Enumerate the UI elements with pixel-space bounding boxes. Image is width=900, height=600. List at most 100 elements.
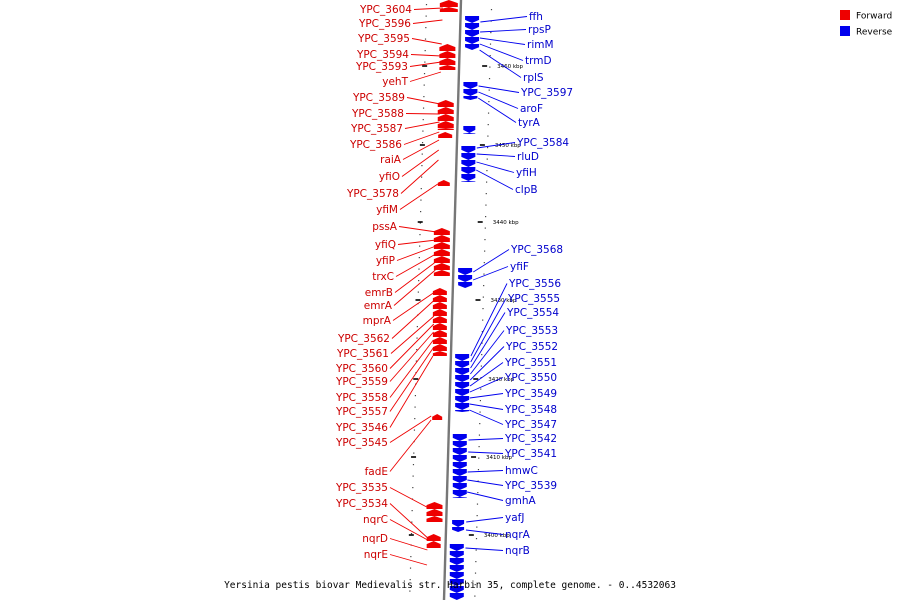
reverse-gene-glyph[interactable] <box>465 23 480 30</box>
forward-gene-glyph[interactable] <box>433 228 450 235</box>
forward-gene-label[interactable]: trxC <box>372 271 394 283</box>
forward-gene-label[interactable]: YPC_3557 <box>335 406 388 418</box>
forward-gene-glyph[interactable] <box>432 414 443 420</box>
reverse-gene-glyph[interactable] <box>452 441 467 448</box>
reverse-gene-glyph[interactable] <box>452 469 467 476</box>
forward-gene-glyph[interactable] <box>433 256 450 263</box>
reverse-gene-label[interactable]: nqrA <box>505 529 531 541</box>
reverse-gene-glyph[interactable] <box>455 368 470 375</box>
forward-gene-label[interactable]: yfiM <box>376 204 398 216</box>
reverse-gene-glyph[interactable] <box>463 96 478 100</box>
forward-gene-label[interactable]: YPC_3588 <box>351 108 404 120</box>
reverse-gene-label[interactable]: yfiF <box>510 261 529 273</box>
reverse-gene-glyph[interactable] <box>461 181 476 182</box>
forward-gene-glyph[interactable] <box>426 509 443 516</box>
reverse-gene-glyph[interactable] <box>452 497 467 498</box>
forward-gene-label[interactable]: YPC_3534 <box>335 498 388 510</box>
reverse-gene-glyph[interactable] <box>465 44 480 50</box>
reverse-gene-glyph[interactable] <box>452 483 467 490</box>
forward-gene-label[interactable]: YPC_3586 <box>349 139 402 151</box>
reverse-gene-label[interactable]: YPC_3553 <box>505 325 558 337</box>
reverse-gene-glyph[interactable] <box>452 455 467 462</box>
forward-gene-glyph[interactable] <box>432 288 447 295</box>
forward-gene-label[interactable]: yfiQ <box>375 239 396 251</box>
reverse-gene-label[interactable]: YPC_3597 <box>520 87 573 99</box>
reverse-gene-label[interactable]: trmD <box>525 55 552 67</box>
forward-gene-label[interactable]: YPC_3596 <box>358 18 411 30</box>
reverse-gene-glyph[interactable] <box>463 133 476 134</box>
reverse-gene-glyph[interactable] <box>455 361 470 368</box>
forward-gene-label[interactable]: yfiO <box>379 171 400 183</box>
reverse-gene-glyph[interactable] <box>461 174 476 181</box>
forward-gene-glyph[interactable] <box>437 100 454 107</box>
reverse-gene-label[interactable]: gmhA <box>505 495 537 507</box>
reverse-gene-glyph[interactable] <box>449 572 464 579</box>
forward-gene-glyph[interactable] <box>433 235 450 242</box>
reverse-gene-label[interactable]: YPC_3551 <box>504 357 557 369</box>
reverse-gene-label[interactable]: YPC_3584 <box>516 137 569 149</box>
forward-gene-label[interactable]: fadE <box>365 466 388 478</box>
reverse-gene-glyph[interactable] <box>455 389 470 396</box>
reverse-gene-label[interactable]: YPC_3555 <box>507 293 560 305</box>
reverse-gene-label[interactable]: ffh <box>529 11 543 23</box>
reverse-gene-glyph[interactable] <box>458 268 473 275</box>
reverse-gene-glyph[interactable] <box>455 396 470 403</box>
forward-gene-glyph[interactable] <box>432 309 447 316</box>
forward-gene-glyph[interactable] <box>426 541 441 548</box>
reverse-gene-glyph[interactable] <box>455 354 470 361</box>
forward-gene-glyph[interactable] <box>437 180 450 186</box>
reverse-gene-label[interactable]: rplS <box>523 72 544 84</box>
reverse-gene-label[interactable]: YPC_3550 <box>504 372 557 384</box>
forward-gene-label[interactable]: emrB <box>365 287 393 299</box>
forward-gene-label[interactable]: YPC_3559 <box>335 376 388 388</box>
reverse-gene-label[interactable]: YPC_3542 <box>504 433 557 445</box>
forward-gene-glyph[interactable] <box>439 51 456 58</box>
forward-gene-glyph[interactable] <box>426 516 443 522</box>
reverse-gene-label[interactable]: YPC_3549 <box>504 388 557 400</box>
reverse-gene-glyph[interactable] <box>449 593 464 600</box>
forward-gene-label[interactable]: YPC_3546 <box>335 422 388 434</box>
forward-gene-label[interactable]: mprA <box>363 315 392 327</box>
reverse-gene-glyph[interactable] <box>463 82 478 89</box>
reverse-gene-glyph[interactable] <box>449 579 464 586</box>
reverse-gene-glyph[interactable] <box>455 375 470 382</box>
forward-gene-glyph[interactable] <box>437 114 454 121</box>
forward-gene-glyph[interactable] <box>438 132 453 138</box>
forward-gene-label[interactable]: nqrE <box>364 549 388 561</box>
forward-gene-glyph[interactable] <box>433 263 450 270</box>
reverse-gene-label[interactable]: nqrB <box>505 545 530 557</box>
forward-gene-label[interactable]: yfiP <box>376 255 395 267</box>
forward-gene-label[interactable]: YPC_3587 <box>350 123 403 135</box>
reverse-gene-glyph[interactable] <box>458 275 473 282</box>
reverse-gene-glyph[interactable] <box>452 490 467 497</box>
forward-gene-glyph[interactable] <box>432 295 447 302</box>
reverse-gene-glyph[interactable] <box>452 527 465 532</box>
reverse-gene-glyph[interactable] <box>458 282 473 288</box>
reverse-gene-glyph[interactable] <box>449 551 464 558</box>
forward-gene-glyph[interactable] <box>432 330 447 337</box>
forward-gene-glyph[interactable] <box>433 270 450 276</box>
reverse-gene-glyph[interactable] <box>461 153 476 160</box>
forward-gene-glyph[interactable] <box>432 337 447 344</box>
reverse-gene-glyph[interactable] <box>449 544 464 551</box>
forward-gene-glyph[interactable] <box>432 351 447 356</box>
forward-gene-label[interactable]: YPC_3558 <box>335 392 388 404</box>
forward-gene-label[interactable]: YPC_3578 <box>346 188 399 200</box>
reverse-gene-glyph[interactable] <box>465 37 480 44</box>
forward-gene-glyph[interactable] <box>432 323 447 330</box>
forward-gene-glyph[interactable] <box>439 7 458 12</box>
forward-gene-label[interactable]: pssA <box>372 221 398 233</box>
reverse-gene-glyph[interactable] <box>452 520 465 527</box>
forward-gene-glyph[interactable] <box>437 121 454 128</box>
forward-gene-glyph[interactable] <box>432 316 447 323</box>
reverse-gene-glyph[interactable] <box>463 126 476 133</box>
reverse-gene-glyph[interactable] <box>452 462 467 469</box>
forward-gene-glyph[interactable] <box>426 502 443 509</box>
forward-gene-label[interactable]: raiA <box>380 154 402 166</box>
forward-gene-label[interactable]: emrA <box>364 300 393 312</box>
forward-gene-label[interactable]: nqrD <box>362 533 388 545</box>
reverse-gene-label[interactable]: YPC_3552 <box>505 341 558 353</box>
forward-gene-glyph[interactable] <box>432 344 447 351</box>
reverse-gene-label[interactable]: clpB <box>515 184 538 196</box>
forward-gene-glyph[interactable] <box>439 58 456 65</box>
